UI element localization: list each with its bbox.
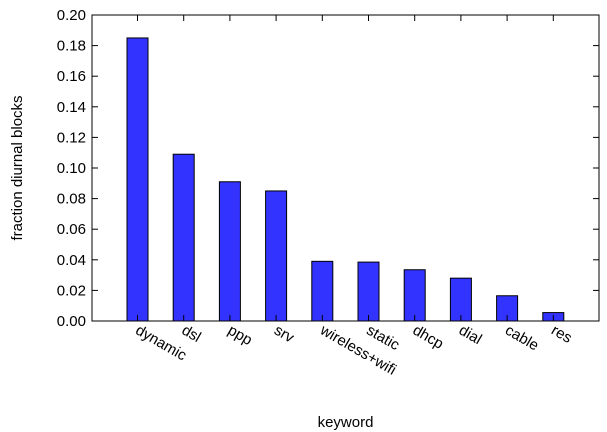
y-tick-label: 0.08 <box>57 191 86 208</box>
bar-wireless-wifi <box>311 260 334 322</box>
x-tick-label: dsl <box>179 322 204 346</box>
y-tick-label: 0.06 <box>57 221 86 238</box>
x-tick-label: dynamic <box>133 322 190 365</box>
y-tick-label: 0.00 <box>57 313 86 330</box>
x-axis-label: keyword <box>318 414 374 431</box>
x-tick-label: ppp <box>225 322 255 349</box>
y-axis-label: fraction diurnal blocks <box>9 95 26 240</box>
y-axis: 0.00 0.02 0.04 0.06 0.08 0.10 0.12 0.14 0.16 0.18… <box>57 7 599 330</box>
x-tick-label: res <box>548 322 575 347</box>
y-tick-label: 0.02 <box>57 282 86 299</box>
x-tick-label: srv <box>271 322 297 347</box>
y-tick-label: 0.20 <box>57 7 86 24</box>
bar-dynamic <box>126 37 149 322</box>
bars-group <box>126 37 565 322</box>
bar-static <box>357 261 380 322</box>
bar-dhcp <box>403 269 426 322</box>
y-tick-label: 0.04 <box>57 252 86 269</box>
x-tick-label: dhcp <box>410 322 447 353</box>
bar-dsl <box>172 153 195 322</box>
y-tick-label: 0.14 <box>57 99 86 116</box>
y-tick-label: 0.16 <box>57 68 86 85</box>
bar-dial <box>449 277 472 322</box>
y-tick-label: 0.12 <box>57 129 86 146</box>
bar-ppp <box>218 181 241 322</box>
x-tick-label: cable <box>502 322 542 355</box>
plot-frame <box>91 14 600 322</box>
bar-srv <box>265 190 288 322</box>
y-tick-label: 0.10 <box>57 160 86 177</box>
y-tick-label: 0.18 <box>57 38 86 55</box>
x-tick-label: dial <box>456 322 485 348</box>
